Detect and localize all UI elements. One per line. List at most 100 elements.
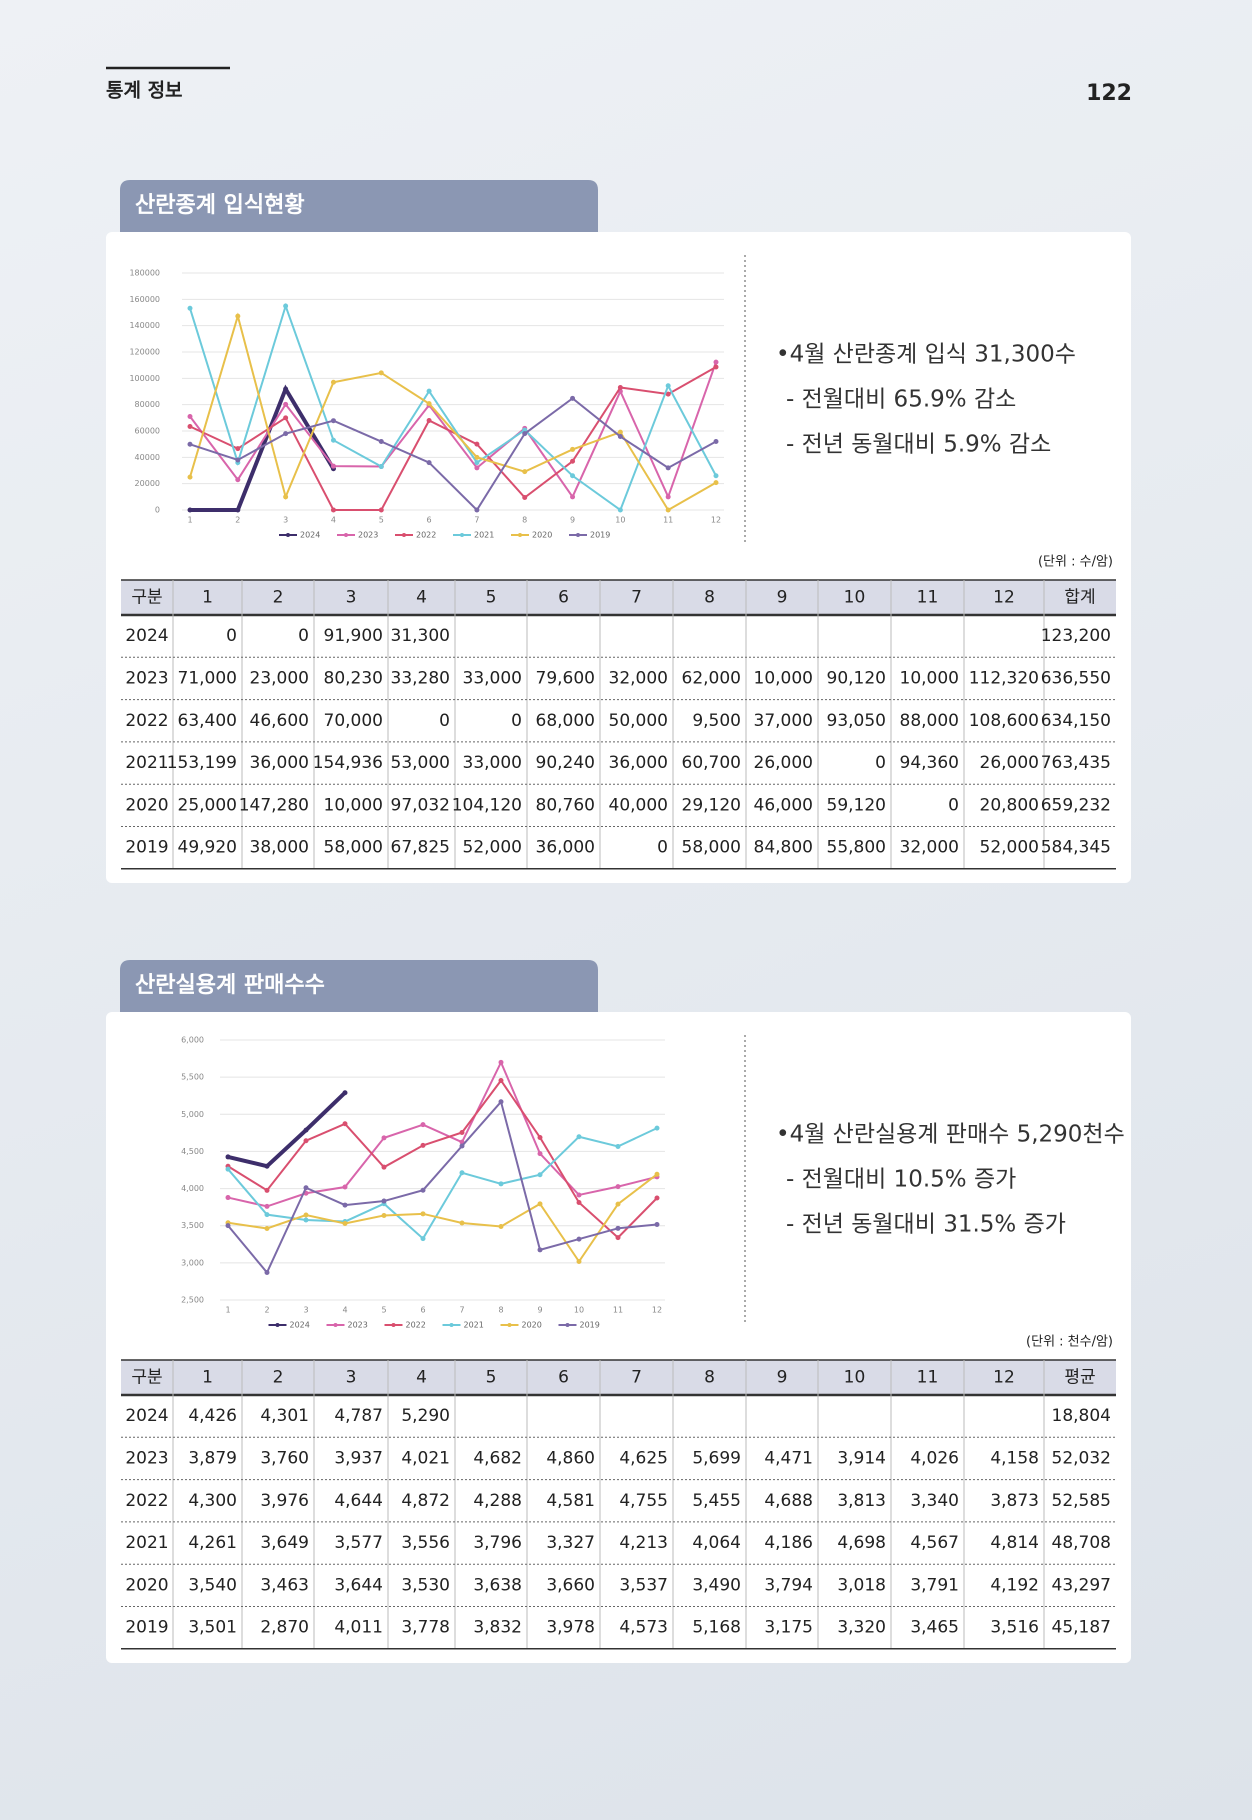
legend-dot (518, 533, 522, 537)
point (225, 1154, 231, 1160)
table-cell: 3,813 (837, 1491, 886, 1511)
section-label: 통계 정보 (106, 80, 183, 102)
point (381, 1164, 387, 1170)
point (264, 1270, 270, 1276)
y-tick-label: 60000 (135, 427, 160, 436)
table-cell: 3,577 (334, 1533, 383, 1553)
y-tick-label: 2,500 (181, 1296, 204, 1305)
point (381, 1198, 387, 1204)
y-tick-label: 6,000 (181, 1036, 204, 1045)
legend-dot (576, 533, 580, 537)
point (459, 1220, 465, 1226)
page-number: 122 (1086, 81, 1132, 106)
table-cell: 108,600 (969, 711, 1039, 731)
table-cell: 0 (226, 626, 237, 646)
series-line (189, 366, 717, 511)
series-line (190, 384, 336, 512)
table-cell: 3,760 (260, 1448, 309, 1468)
table-cell: 659,232 (1041, 795, 1111, 815)
point (570, 446, 576, 452)
section-tab (120, 960, 598, 1012)
x-tick-label: 11 (613, 1306, 623, 1315)
legend-label: 2023 (348, 1321, 368, 1330)
y-tick-label: 3,000 (181, 1258, 204, 1267)
x-tick-label: 4 (342, 1306, 347, 1315)
y-tick-label: 3,500 (181, 1221, 204, 1230)
table-cell: 3,873 (990, 1491, 1039, 1511)
point (342, 1121, 348, 1127)
table-cell: 2019 (125, 838, 168, 858)
table-cell: 3,490 (692, 1575, 741, 1595)
point (537, 1201, 543, 1207)
point (420, 1236, 426, 1242)
table-cell: 147,280 (239, 795, 309, 815)
x-tick-label: 2 (264, 1306, 269, 1315)
table-cell: 4,471 (764, 1448, 813, 1468)
table-cell: 58,000 (682, 838, 741, 858)
table-cell: 36,000 (536, 838, 595, 858)
point (330, 418, 336, 424)
table-cell: 5,290 (401, 1406, 450, 1426)
x-tick-label: 9 (570, 516, 575, 525)
table-cell: 43,297 (1052, 1575, 1111, 1595)
point (420, 1187, 426, 1193)
table-cell: 3,501 (188, 1618, 237, 1638)
table-cell: 2,870 (260, 1618, 309, 1638)
table-cell: 4,644 (334, 1491, 383, 1511)
point (342, 1090, 348, 1096)
point (235, 507, 241, 513)
legend-dot (275, 1323, 280, 1327)
point (654, 1222, 660, 1228)
point (576, 1134, 582, 1140)
table-cell: 0 (657, 838, 668, 858)
point (378, 464, 384, 470)
y-tick-label: 20000 (135, 479, 160, 488)
legend-dot (460, 533, 464, 537)
table-cell: 3,540 (188, 1575, 237, 1595)
legend-label: 2019 (590, 531, 610, 540)
table-cell: 3,879 (188, 1448, 237, 1468)
table-cell: 4,682 (473, 1448, 522, 1468)
point (713, 473, 719, 479)
point (378, 507, 384, 513)
x-tick-label: 12 (652, 1306, 662, 1315)
point (615, 1143, 621, 1149)
point (665, 383, 671, 389)
legend-dot (507, 1323, 512, 1327)
table-cell: 0 (298, 626, 309, 646)
table-header: 10 (844, 1368, 866, 1388)
table-cell: 36,000 (609, 753, 668, 773)
point (617, 384, 623, 390)
point (330, 507, 336, 513)
table-cell: 18,804 (1052, 1406, 1111, 1426)
series-line (227, 1078, 658, 1239)
bullet: •4월 산란실용계 판매수 5,290천수 (776, 1122, 1125, 1148)
table-cell: 91,900 (324, 626, 383, 646)
table-cell: 4,288 (473, 1491, 522, 1511)
table-cell: 4,261 (188, 1533, 237, 1553)
x-tick-label: 4 (331, 516, 336, 525)
table-cell: 4,026 (910, 1448, 959, 1468)
table-cell: 2019 (125, 1618, 168, 1638)
table-cell: 2020 (125, 795, 168, 815)
point (459, 1170, 465, 1176)
table-header: 8 (704, 1368, 715, 1388)
bullet: - 전년 동월대비 5.9% 감소 (786, 432, 1051, 458)
table-cell: 3,638 (473, 1575, 522, 1595)
table-cell: 68,000 (536, 711, 595, 731)
table-cell: 10,000 (324, 795, 383, 815)
table-cell: 23,000 (250, 668, 309, 688)
table-cell: 20,800 (980, 795, 1039, 815)
y-tick-label: 5,500 (181, 1073, 204, 1082)
x-tick-label: 8 (522, 516, 527, 525)
legend-label: 2020 (522, 1321, 542, 1330)
point (459, 1129, 465, 1135)
point (665, 391, 671, 397)
table-cell: 3,978 (546, 1618, 595, 1638)
table-cell: 55,800 (827, 838, 886, 858)
table-cell: 59,120 (827, 795, 886, 815)
legend-dot (449, 1323, 454, 1327)
point (537, 1134, 543, 1140)
point (264, 1203, 270, 1209)
